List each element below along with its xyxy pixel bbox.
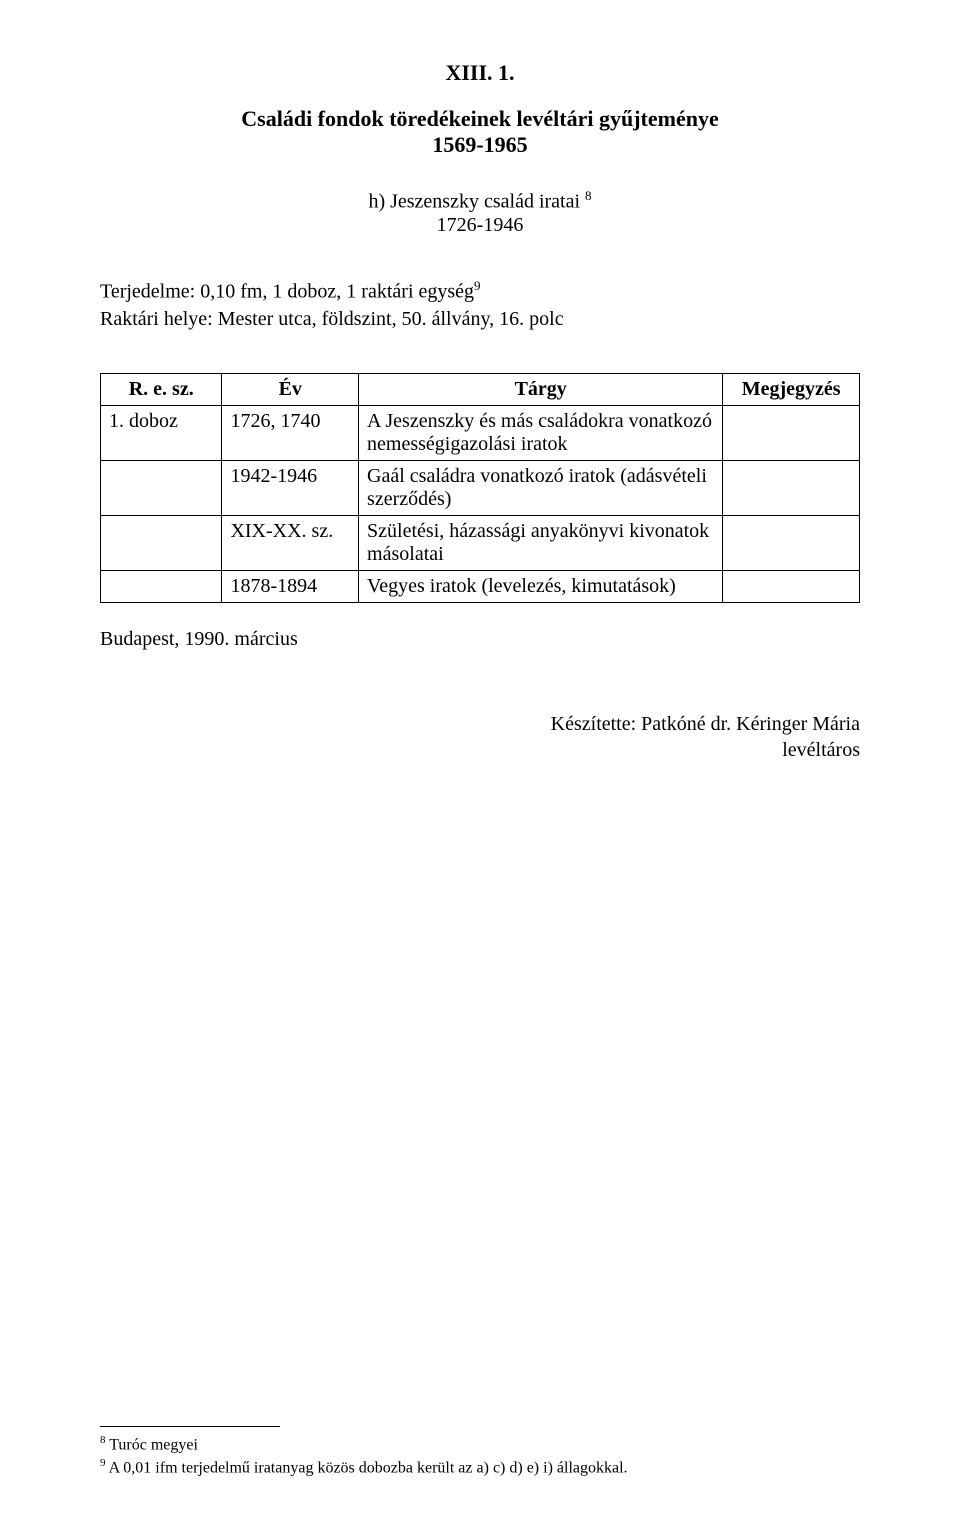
th-targy: Tárgy [359,374,723,406]
footnote-text: A 0,01 ifm terjedelmű iratanyag közös do… [109,1459,628,1476]
footnote-item: 9 A 0,01 ifm terjedelmű iratanyag közös … [100,1456,860,1479]
doc-subtitle-block: h) Jeszenszky család iratai 8 1726-1946 [100,188,860,237]
location-label: Raktári helye: Mester utca, földszint, 5… [100,308,564,330]
cell-re: 1. doboz [101,406,222,461]
footnote-ref-8: 8 [585,188,592,203]
th-re: R. e. sz. [101,374,222,406]
cell-meg [723,571,860,603]
table-row: 1. doboz 1726, 1740 A Jeszenszky és más … [101,406,860,461]
records-table: R. e. sz. Év Tárgy Megjegyzés 1. doboz 1… [100,373,860,603]
th-ev: Év [222,374,359,406]
cell-targy: A Jeszenszky és más családokra vonatkozó… [359,406,723,461]
cell-targy: Vegyes iratok (levelezés, kimutatások) [359,571,723,603]
doc-meta: Terjedelme: 0,10 fm, 1 doboz, 1 raktári … [100,277,860,334]
prepared-by: Készítette: Patkóné dr. Kéringer Mária l… [100,711,860,763]
extent-label: Terjedelme: 0,10 fm, 1 doboz, 1 raktári … [100,280,474,302]
cell-re [101,461,222,516]
footnote-item: 8 Turóc megyei [100,1433,860,1456]
doc-title-line1: Családi fondok töredékeinek levéltári gy… [241,106,718,131]
footnote-num: 9 [100,1457,106,1469]
table-row: XIX-XX. sz. Születési, házassági anyakön… [101,516,860,571]
table-row: 1878-1894 Vegyes iratok (levelezés, kimu… [101,571,860,603]
table-row: 1942-1946 Gaál családra vonatkozó iratok… [101,461,860,516]
footnote-ref-9: 9 [474,278,481,293]
cell-meg [723,406,860,461]
th-meg: Megjegyzés [723,374,860,406]
cell-targy: Születési, házassági anyakönyvi kivonato… [359,516,723,571]
prepared-by-role: levéltáros [782,739,860,761]
cell-ev: 1942-1946 [222,461,359,516]
cell-ev: 1726, 1740 [222,406,359,461]
place-date: Budapest, 1990. március [100,628,860,651]
cell-re [101,571,222,603]
cell-re [101,516,222,571]
footnote-num: 8 [100,1434,106,1446]
footnotes: 8 Turóc megyei 9 A 0,01 ifm terjedelmű i… [100,1426,860,1479]
doc-code: XIII. 1. [100,60,860,86]
cell-targy: Gaál családra vonatkozó iratok (adásvéte… [359,461,723,516]
cell-meg [723,461,860,516]
page: XIII. 1. Családi fondok töredékeinek lev… [0,0,960,1539]
footnote-rule [100,1426,280,1427]
doc-subtitle: h) Jeszenszky család iratai [368,191,580,213]
doc-title-years: 1569-1965 [432,132,527,157]
table-header-row: R. e. sz. Év Tárgy Megjegyzés [101,374,860,406]
cell-ev: 1878-1894 [222,571,359,603]
doc-subtitle-years: 1726-1946 [437,214,524,236]
doc-title: Családi fondok töredékeinek levéltári gy… [100,106,860,158]
cell-meg [723,516,860,571]
footnote-text: Turóc megyei [109,1436,198,1453]
prepared-by-name: Készítette: Patkóné dr. Kéringer Mária [551,713,860,735]
cell-ev: XIX-XX. sz. [222,516,359,571]
